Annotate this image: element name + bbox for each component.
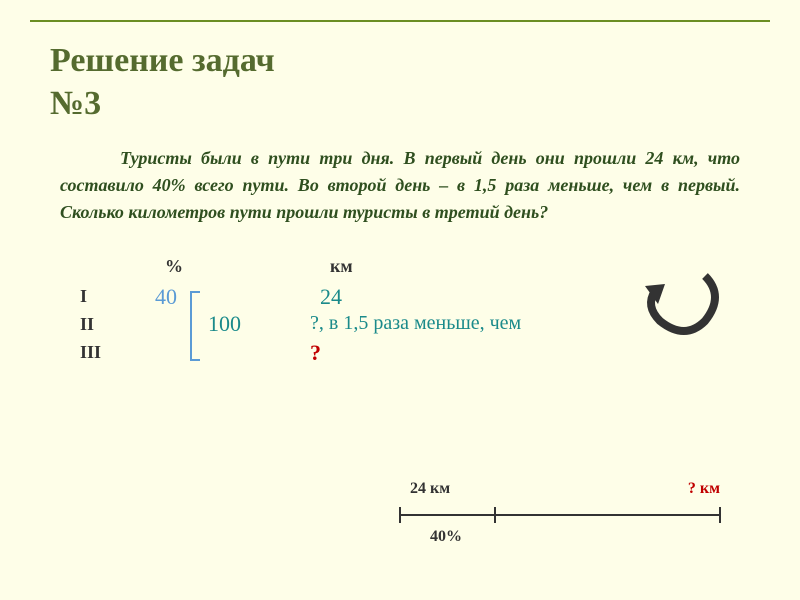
header-percent: % [165,256,183,277]
diagram-left-label: 24 км [410,480,450,498]
page-title: Решение задач №3 [50,40,750,125]
roman-1: I [80,286,87,307]
value-day2: ?, в 1,5 раза меньше, чем [310,312,521,335]
number-line-icon [390,500,730,530]
value-km-day1: 24 [320,284,342,310]
value-total-pct: 100 [208,311,241,337]
header-km: км [330,256,353,277]
roman-2: II [80,314,94,335]
top-divider [30,20,770,22]
bracket-icon [190,291,200,361]
title-line-1: Решение задач [50,42,275,79]
diagram-bottom-label: 40% [430,528,462,546]
roman-3: III [80,342,101,363]
work-area: % км I II III 40 24 100 ?, в 1,5 раза ме… [80,256,750,436]
curved-arrow-icon [630,266,730,336]
title-line-2: №3 [50,85,101,122]
value-day3: ? [310,340,321,366]
value-pct-day1: 40 [155,284,177,310]
problem-text: Туристы были в пути три дня. В первый де… [50,145,750,226]
diagram-right-label: ? км [688,480,720,498]
number-line-diagram: 24 км ? км 40% [390,480,730,540]
